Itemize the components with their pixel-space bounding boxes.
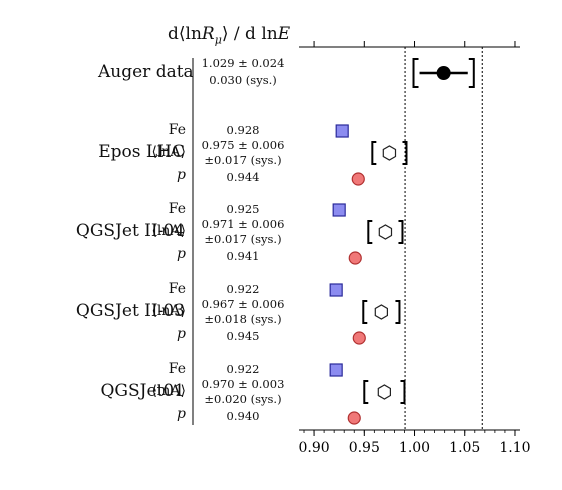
x-tick-label: 0.95 xyxy=(349,440,380,456)
lnA-sys-bracket-left xyxy=(371,141,377,165)
p-marker xyxy=(347,411,361,425)
lnA-sys-bracket-left xyxy=(367,220,373,244)
auger-value-text: 1.029 ± 0.024 xyxy=(201,56,285,70)
lnA-row-label: ⟨lnA⟩ xyxy=(151,383,186,399)
lnA-sys-bracket-right xyxy=(398,220,404,244)
fe-value-text: 0.922 xyxy=(226,282,260,296)
auger-point xyxy=(436,66,451,80)
fe-marker xyxy=(332,203,346,217)
x-tick-label: 1.10 xyxy=(499,440,530,456)
fe-row-label: Fe xyxy=(168,361,186,377)
lnA-hexagon-marker xyxy=(377,384,391,400)
model-name: Epos LHC xyxy=(98,142,185,162)
model-name: QGSJet01 xyxy=(100,381,185,401)
x-tick-label: 0.90 xyxy=(298,440,329,456)
lnA-sys-text: ±0.018 (sys.) xyxy=(204,312,282,326)
p-marker xyxy=(348,251,362,265)
fe-row-label: Fe xyxy=(168,281,186,297)
p-value-text: 0.944 xyxy=(226,170,260,184)
lnA-hexagon-marker xyxy=(378,224,393,240)
p-row-label: p xyxy=(177,167,186,183)
p-row-label: p xyxy=(177,326,186,342)
model-name: QGSJet II-03 xyxy=(75,301,185,321)
lnA-sys-bracket-right xyxy=(395,300,401,324)
p-row-label: p xyxy=(177,246,186,262)
lnA-sys-text: ±0.020 (sys.) xyxy=(204,392,282,406)
p-marker xyxy=(351,172,365,186)
lnA-value-text: 0.970 ± 0.003 xyxy=(201,377,285,391)
p-value-text: 0.945 xyxy=(226,329,260,343)
fe-row-label: Fe xyxy=(168,122,186,138)
lnA-sys-text: ±0.017 (sys.) xyxy=(204,153,282,167)
lnA-sys-bracket-right xyxy=(402,141,408,165)
lnA-sys-text: ±0.017 (sys.) xyxy=(204,232,282,246)
lnA-sys-bracket-left xyxy=(362,300,368,324)
auger-sys-bracket-left xyxy=(412,58,419,88)
auger-sys-text: 0.030 (sys.) xyxy=(209,73,277,87)
auger-sys-bracket-right xyxy=(468,58,475,88)
lnA-row-label: ⟨lnA⟩ xyxy=(151,144,186,160)
lnA-row-label: ⟨lnA⟩ xyxy=(151,303,186,319)
lnA-value-text: 0.967 ± 0.006 xyxy=(201,297,285,311)
fe-marker xyxy=(335,124,349,138)
x-tick-label: 1.00 xyxy=(399,440,430,456)
lnA-row-label: ⟨lnA⟩ xyxy=(151,223,186,239)
p-row-label: p xyxy=(177,406,186,422)
auger-label: Auger data xyxy=(98,62,194,82)
fe-value-text: 0.922 xyxy=(226,362,260,376)
p-value-text: 0.940 xyxy=(226,409,260,423)
x-tick-label: 1.05 xyxy=(449,440,480,456)
lnA-hexagon-marker xyxy=(382,145,397,161)
lnA-hexagon-marker xyxy=(374,304,388,320)
p-value-text: 0.941 xyxy=(226,249,260,263)
fe-value-text: 0.925 xyxy=(226,202,260,216)
fe-marker xyxy=(329,283,343,297)
chart-header: d⟨lnRμ⟩ / d lnE xyxy=(168,24,291,47)
lnA-value-text: 0.975 ± 0.006 xyxy=(201,138,285,152)
fe-row-label: Fe xyxy=(168,201,186,217)
fe-value-text: 0.928 xyxy=(226,123,260,137)
p-marker xyxy=(352,331,366,345)
lnA-sys-bracket-left xyxy=(363,380,369,404)
lnA-sys-bracket-right xyxy=(400,380,406,404)
fe-marker xyxy=(329,363,343,377)
model-name: QGSJet II-04 xyxy=(75,221,185,241)
lnA-value-text: 0.971 ± 0.006 xyxy=(201,217,285,231)
